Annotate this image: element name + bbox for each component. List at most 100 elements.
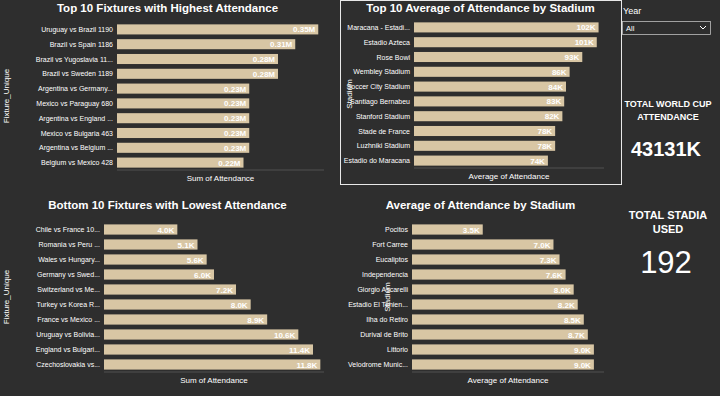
data-label: 8.5K [564,316,581,325]
bar [414,141,555,151]
slicer-box[interactable] [623,22,711,35]
data-label: 78K [537,142,552,151]
year-slicer: Year All [623,6,711,35]
background [0,0,720,396]
category-label: Wembley Stadium [353,68,410,76]
chart-title: Bottom 10 Fixtures with Lowest Attendanc… [48,199,287,211]
data-label: 11.8K [296,361,317,370]
bar [117,54,278,64]
data-label: 83K [547,97,562,106]
bar [412,269,566,279]
bar [412,314,584,324]
data-label: 7.2K [216,286,233,295]
bar [412,239,553,249]
category-label: Durival de Brito [360,331,408,338]
bars [414,22,599,165]
category-label: Switzerland vs Me... [37,286,100,293]
data-label: 0.22M [218,159,241,168]
bars [412,224,594,369]
data-label: 78K [537,127,552,136]
chart-title: Top 10 Average of Attendance by Stadium [366,2,595,14]
category-label: Turkey vs Korea R... [36,301,100,309]
data-label: 0.28M [253,70,276,79]
category-label: Stade de France [358,128,410,135]
data-label: 86K [552,68,567,77]
data-label: 9.0K [574,346,591,355]
chart-title: Average of Attendance by Stadium [386,199,576,211]
x-axis-label: Average of Attendance [468,376,549,385]
data-label: 84K [548,83,563,92]
bar [414,37,597,47]
x-axis-line [117,170,324,171]
chart: Top 10 Fixtures with Highest AttendanceS… [2,2,324,183]
x-axis-label: Average of Attendance [469,172,550,181]
category-label: England vs Bulgari... [36,346,100,354]
slicer-label: Year [623,6,641,16]
category-label: Czechoslovakia vs... [36,361,100,368]
category-label: Wales vs Hungary... [38,256,100,264]
data-label: 0.23M [224,144,247,153]
bar [117,158,244,168]
category-label: Estadio Azteca [364,39,410,46]
data-label: 0.31M [270,40,293,49]
category-label: Velodrome Munic... [348,361,408,368]
chart-frame [341,1,622,185]
card-value: 43131K [612,138,720,161]
bar [104,344,313,354]
category-label: Estadio El Tenien... [348,301,408,308]
category-label: Argentina vs England ... [39,115,113,123]
data-label: 5.6K [187,256,204,265]
bar [412,254,560,264]
data-label: 101K [575,38,594,47]
bar [117,98,249,108]
category-label: Brazil vs Sweden 1189 [42,70,113,77]
category-label: Belgium vs Mexico 428 [41,159,113,167]
y-axis-label: Fixture_Unique [2,269,11,324]
bar [414,22,599,32]
category-label: Luzhniki Stadium [357,142,410,149]
bar [104,224,177,234]
category-label: Eucaliptos [376,256,409,264]
data-label: 74K [530,157,545,166]
data-label: 93K [565,53,580,62]
category-label: Brazil vs Yugoslavia 11... [36,56,113,64]
bar [117,128,249,138]
bar [104,254,207,264]
data-label: 11.4K [289,346,310,355]
bar [412,344,594,354]
bar [414,111,562,121]
bar [412,329,588,339]
bar [414,126,555,136]
bar [412,224,483,234]
x-axis-label: Sum of Attendance [187,174,255,183]
category-label: Littorio [387,346,408,353]
bars [104,224,320,369]
data-label: 8.0K [231,301,248,310]
data-label: 102K [576,23,595,32]
category-label: Independencia [362,271,408,279]
bar [117,39,295,49]
category-label: Rose Bowl [377,54,411,61]
card-value: 192 [612,245,720,281]
data-label: 0.23M [224,129,247,138]
data-label: 0.28M [253,55,276,64]
category-label: Brazil vs Spain 1186 [50,41,113,49]
bar [117,84,249,94]
dashboard: Top 10 Fixtures with Highest AttendanceS… [0,0,720,396]
data-label: 7.6K [546,271,563,280]
category-label: Mexico vs Paraguay 680 [36,100,113,108]
data-label: 9.0K [574,361,591,370]
bar [414,96,564,106]
data-label: 5.1K [178,241,195,250]
chart: Average of Attendance by Stadium Average … [348,199,604,385]
bar [412,284,574,294]
bar [117,143,249,153]
bar [414,82,566,92]
bar [117,69,278,79]
slicer-value: All [626,24,635,33]
bar [104,284,236,294]
bar [104,359,320,369]
bar [412,299,578,309]
data-label: 0.23M [224,114,247,123]
data-label: 0.23M [224,85,247,94]
